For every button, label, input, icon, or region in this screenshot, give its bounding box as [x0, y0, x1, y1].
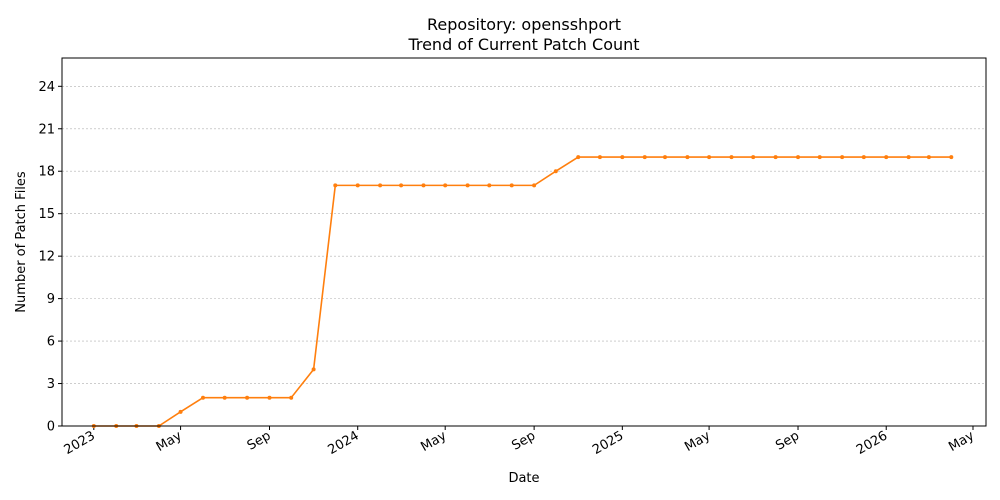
data-point — [729, 155, 734, 160]
data-point — [840, 155, 845, 160]
x-tick-label: 2024 — [326, 428, 362, 458]
y-tick-label: 21 — [38, 122, 55, 137]
data-point — [685, 155, 690, 160]
data-point — [884, 155, 889, 160]
data-point — [906, 155, 911, 160]
x-tick-label: 2023 — [62, 428, 98, 458]
y-axis-label: Number of Patch Files — [14, 171, 29, 313]
data-point — [773, 155, 778, 160]
data-point — [487, 183, 492, 188]
x-tick-label: May — [418, 428, 449, 455]
data-point — [399, 183, 404, 188]
chart-title: Repository: opensshport — [427, 15, 621, 34]
y-tick-label: 9 — [47, 292, 55, 307]
data-point — [509, 183, 514, 188]
y-tick-label: 18 — [38, 165, 55, 180]
data-point — [532, 183, 537, 188]
data-point — [289, 395, 294, 400]
x-tick-label: May — [946, 428, 977, 455]
data-point — [576, 155, 581, 160]
data-point — [620, 155, 625, 160]
x-axis-label: Date — [508, 471, 539, 486]
data-point — [949, 155, 954, 160]
data-point — [355, 183, 360, 188]
data-point — [443, 183, 448, 188]
data-point — [642, 155, 647, 160]
data-point — [707, 155, 712, 160]
plot-frame — [61, 57, 987, 427]
series-group — [91, 155, 954, 428]
data-point — [597, 155, 602, 160]
y-tick-label: 12 — [38, 250, 55, 265]
data-point — [796, 155, 801, 160]
chart-subtitle: Trend of Current Patch Count — [407, 35, 639, 54]
data-point — [662, 155, 667, 160]
series-line — [93, 156, 952, 427]
x-axis: 2023 May Sep 2024 May Sep 2025 May Sep 2026 May — [62, 426, 977, 458]
data-point — [421, 183, 426, 188]
x-tick-label: Sep — [245, 428, 274, 453]
y-tick-label: 3 — [47, 377, 55, 392]
data-point — [861, 155, 866, 160]
y-tick-label: 0 — [47, 420, 55, 435]
data-point — [926, 155, 931, 160]
data-point — [178, 409, 183, 414]
data-point — [465, 183, 470, 188]
data-point — [553, 169, 558, 174]
x-tick-label: May — [154, 428, 185, 455]
x-tick-label: 2026 — [854, 428, 890, 458]
x-tick-label: Sep — [509, 428, 538, 453]
y-tick-label: 6 — [47, 335, 55, 350]
data-point — [267, 395, 272, 400]
data-point — [200, 395, 205, 400]
grid-lines — [62, 86, 986, 384]
data-point — [817, 155, 822, 160]
y-tick-label: 24 — [38, 80, 55, 95]
data-point — [378, 183, 383, 188]
data-point — [333, 183, 338, 188]
data-point — [311, 367, 316, 372]
y-axis: 0 3 6 9 12 15 18 21 24 — [38, 80, 62, 435]
y-tick-label: 15 — [38, 207, 55, 222]
data-point — [222, 395, 227, 400]
x-tick-label: May — [682, 428, 713, 455]
x-tick-label: Sep — [773, 428, 802, 453]
data-point — [751, 155, 756, 160]
x-tick-label: 2025 — [590, 428, 626, 458]
data-point — [245, 395, 250, 400]
